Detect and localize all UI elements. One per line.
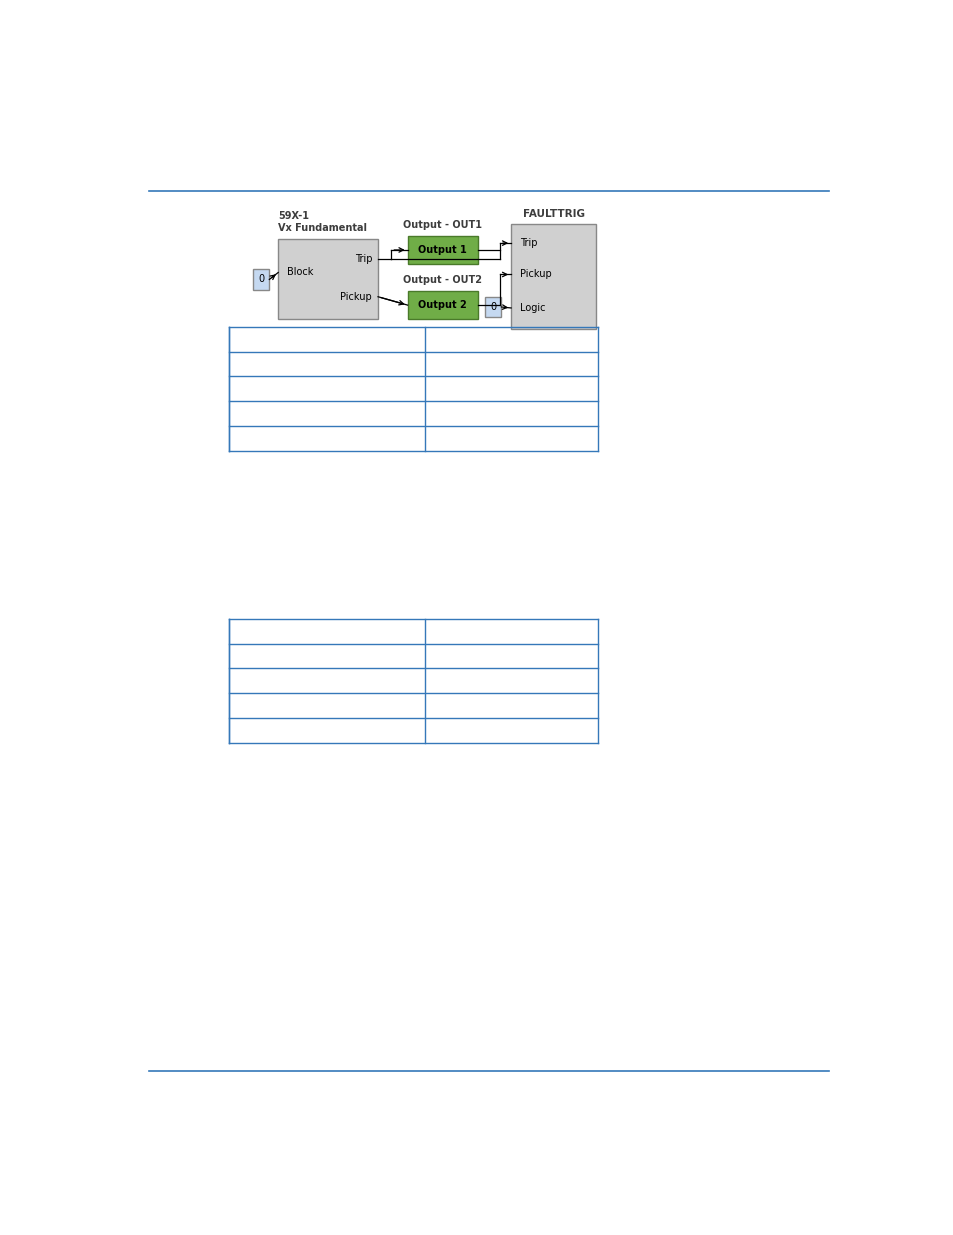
Bar: [407, 236, 477, 264]
Text: Output 2: Output 2: [418, 300, 467, 310]
Text: Pickup: Pickup: [340, 291, 372, 301]
Bar: [511, 225, 596, 329]
Text: 59X-1: 59X-1: [278, 211, 309, 221]
Text: FAULTTRIG: FAULTTRIG: [522, 209, 584, 219]
Text: Trip: Trip: [519, 238, 537, 248]
Text: Vx Fundamental: Vx Fundamental: [278, 222, 367, 233]
Text: Output 1: Output 1: [418, 245, 467, 254]
Text: Pickup: Pickup: [519, 269, 551, 279]
Text: Logic: Logic: [519, 303, 545, 312]
Text: Block: Block: [287, 268, 314, 278]
Text: Output - OUT2: Output - OUT2: [403, 275, 481, 285]
Text: Trip: Trip: [355, 253, 372, 264]
Text: Output - OUT1: Output - OUT1: [403, 220, 481, 230]
Text: 0: 0: [490, 303, 496, 312]
Bar: [407, 291, 477, 320]
Bar: [253, 269, 269, 290]
Bar: [485, 296, 501, 317]
Text: 0: 0: [258, 274, 264, 284]
Bar: [278, 238, 377, 320]
